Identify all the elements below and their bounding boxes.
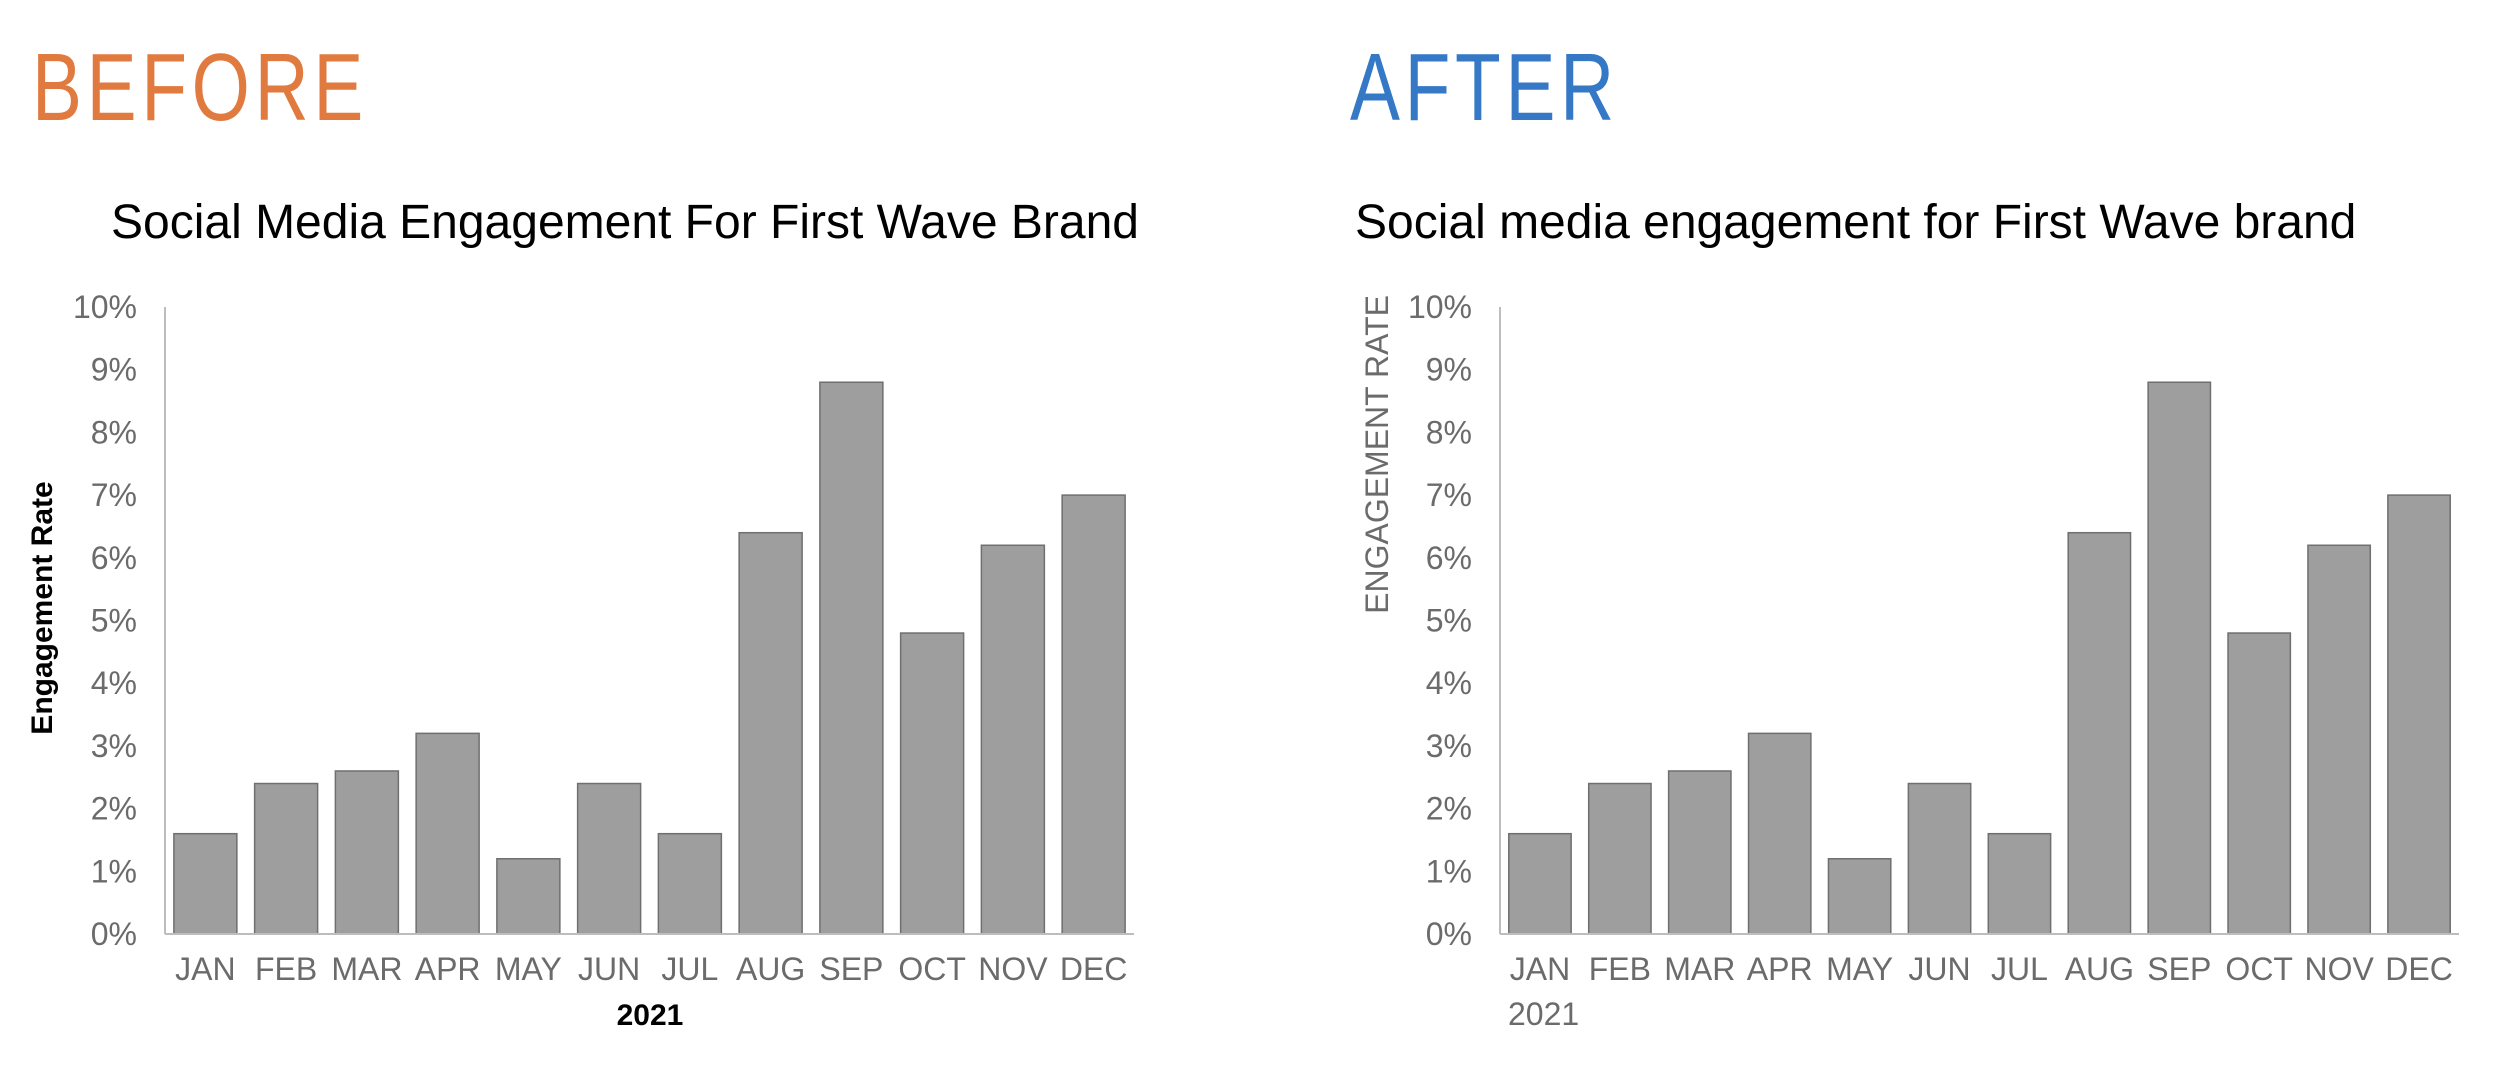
x-tick-label: JUN: [1908, 951, 1970, 987]
bar-jul: [1987, 832, 2052, 935]
y-tick-label: 3%: [1426, 728, 1472, 764]
bar-sep: [2147, 381, 2212, 935]
after-chart: Social media engagement for First Wave b…: [1355, 196, 2459, 1032]
y-axis-label: Engagement Rate: [26, 481, 59, 734]
bar-dec: [2387, 494, 2451, 935]
y-tick-label: 0%: [1426, 916, 1472, 952]
bar-may: [496, 858, 561, 935]
bar-feb: [253, 782, 319, 935]
y-tick-label: 0%: [91, 916, 137, 952]
y-tick-label: 8%: [91, 414, 137, 450]
x-tick-label: DEC: [1060, 951, 1128, 987]
x-axis-label: 2021: [617, 999, 684, 1032]
x-tick-label: AUG: [736, 951, 805, 987]
y-tick-label: 2%: [91, 791, 137, 827]
bar-aug: [738, 531, 803, 935]
x-tick-label: OCT: [2225, 951, 2293, 987]
y-axis-label: ENGAGEMENT RATE: [1359, 295, 1395, 614]
x-tick-label: MAY: [495, 951, 562, 987]
y-tick-label: 10%: [1408, 289, 1472, 325]
y-tick-label: 6%: [1426, 540, 1472, 576]
x-tick-label: APR: [1747, 951, 1813, 987]
x-tick-label: NOV: [978, 951, 1048, 987]
x-tick-label: MAR: [1664, 951, 1735, 987]
y-tick-label: 6%: [91, 540, 137, 576]
y-tick-label: 5%: [1426, 603, 1472, 639]
bar-mar: [334, 770, 400, 935]
x-tick-label: AUG: [2065, 951, 2134, 987]
bar-sep: [819, 381, 884, 935]
x-tick-label: OCT: [898, 951, 966, 987]
y-tick-label: 2%: [1426, 791, 1472, 827]
y-tick-label: 5%: [91, 603, 137, 639]
bar-jun: [1907, 782, 1972, 935]
x-tick-label: JUL: [661, 951, 718, 987]
x-tick-label: SEP: [2147, 951, 2211, 987]
x-tick-label: DEC: [2385, 951, 2453, 987]
before-heading: BEFORE: [32, 34, 368, 141]
x-tick-label: SEP: [819, 951, 883, 987]
y-tick-label: 4%: [91, 665, 137, 701]
bar-oct: [2227, 632, 2292, 935]
x-tick-label: MAY: [1826, 951, 1893, 987]
before-chart: Social Media Engagement For First Wave B…: [26, 196, 1139, 1032]
bar-apr: [415, 732, 480, 935]
bar-mar: [1667, 770, 1732, 935]
bar-nov: [2307, 544, 2372, 935]
y-tick-label: 4%: [1426, 665, 1472, 701]
bar-jun: [576, 782, 642, 935]
bar-apr: [1747, 732, 1812, 935]
chart-title: Social Media Engagement For First Wave B…: [111, 196, 1139, 249]
y-tick-label: 9%: [1426, 352, 1472, 388]
x-axis-label: 2021: [1508, 996, 1579, 1032]
y-tick-label: 1%: [91, 853, 137, 889]
y-tick-label: 9%: [91, 352, 137, 388]
y-tick-label: 1%: [1426, 853, 1472, 889]
bar-jan: [173, 832, 238, 935]
bar-may: [1827, 858, 1892, 935]
x-tick-label: JUL: [1991, 951, 2048, 987]
x-tick-label: NOV: [2304, 951, 2374, 987]
after-heading: AFTER: [1350, 34, 1619, 141]
x-tick-label: MAR: [331, 951, 402, 987]
y-tick-label: 10%: [73, 289, 137, 325]
x-tick-label: FEB: [1589, 951, 1651, 987]
y-tick-label: 3%: [91, 728, 137, 764]
x-tick-label: APR: [415, 951, 481, 987]
bar-feb: [1587, 782, 1652, 935]
y-tick-label: 7%: [1426, 477, 1472, 513]
x-tick-label: JUN: [578, 951, 640, 987]
bar-nov: [980, 544, 1046, 935]
bar-jan: [1508, 832, 1572, 935]
x-tick-label: FEB: [255, 951, 317, 987]
bar-aug: [2067, 531, 2132, 935]
bar-dec: [1061, 494, 1126, 935]
y-tick-label: 8%: [1426, 414, 1472, 450]
x-tick-label: JAN: [175, 951, 235, 987]
x-tick-label: JAN: [1510, 951, 1570, 987]
bar-jul: [657, 832, 723, 935]
chart-title: Social media engagement for First Wave b…: [1355, 196, 2356, 249]
y-tick-label: 7%: [91, 477, 137, 513]
bar-oct: [899, 632, 965, 935]
